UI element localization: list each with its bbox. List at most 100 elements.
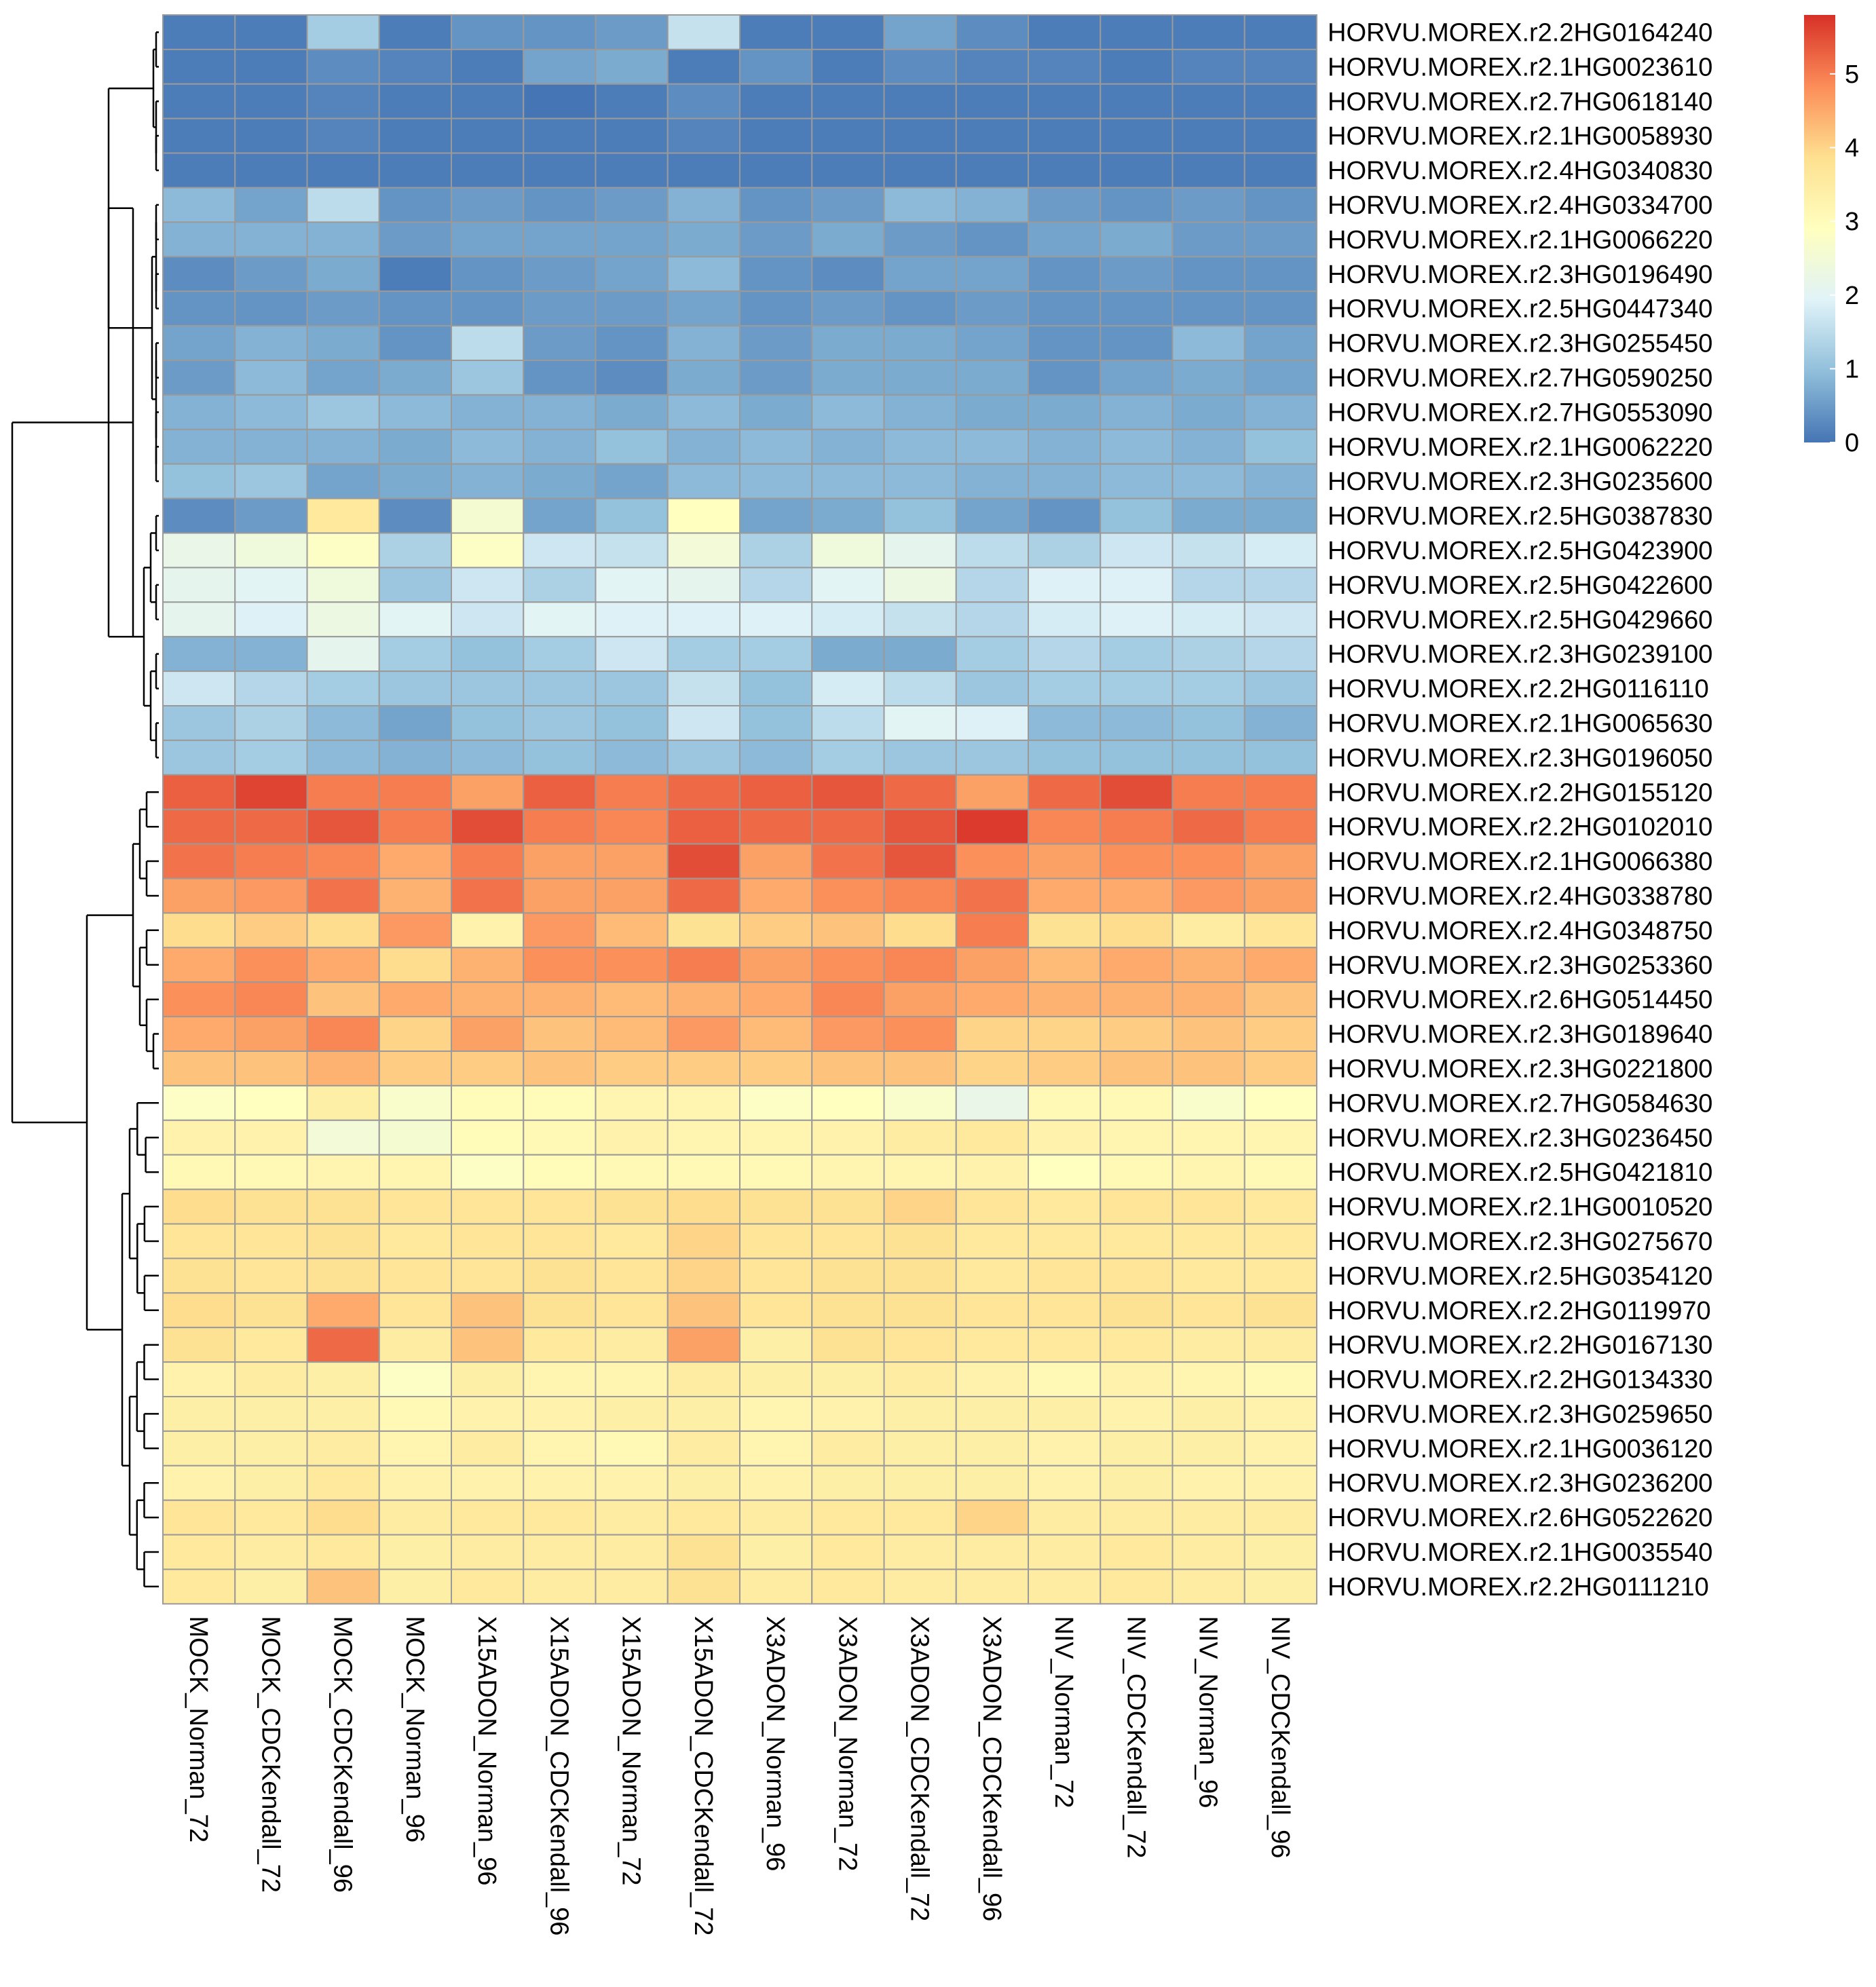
heatmap-cell [1171,912,1245,949]
heatmap-cell [739,117,813,154]
heatmap-cell [1100,947,1174,983]
heatmap-cell [595,1499,669,1536]
heatmap-cell [1100,567,1174,603]
heatmap-cell [162,567,236,603]
heatmap-cell [1028,497,1102,534]
heatmap-cell [306,117,380,154]
heatmap-cell [595,947,669,983]
heatmap-cell [378,1188,452,1225]
heatmap-cell [883,152,957,189]
heatmap-cell [1100,1464,1174,1501]
heatmap-cell [378,497,452,534]
row-label: HORVU.MOREX.r2.3HG0196050 [1328,744,1712,772]
heatmap-cell [234,705,308,741]
heatmap-cell [234,1084,308,1121]
heatmap-cell [811,290,885,327]
heatmap-cell [378,1084,452,1121]
heatmap-cell [955,497,1029,534]
column-label: X3ADON_Norman_96 [761,1616,789,1871]
heatmap-cell [739,83,813,119]
heatmap-cell [1171,601,1245,638]
heatmap-cell [378,117,452,154]
heatmap-cell [1171,1154,1245,1190]
heatmap-cell [1028,1051,1102,1086]
heatmap-cell [378,912,452,949]
heatmap-cell [883,187,957,223]
column-label: MOCK_CDCKendall_96 [329,1616,357,1893]
heatmap-cell [955,981,1029,1018]
heatmap-cell [1171,1223,1245,1260]
heatmap-cell [234,1430,308,1466]
heatmap-cell [1243,774,1317,810]
heatmap-cell [162,48,236,85]
heatmap-cell [1028,981,1102,1018]
heatmap-cell [306,1499,380,1536]
heatmap-cell [234,774,308,810]
heatmap-cell [523,290,597,327]
heatmap-cell [595,808,669,845]
heatmap-cell [739,705,813,741]
heatmap-cell [451,152,525,189]
heatmap-cell [451,394,525,430]
heatmap-cell [451,463,525,499]
heatmap-cell [883,532,957,569]
heatmap-cell [523,1292,597,1329]
heatmap-cell [1100,14,1174,50]
heatmap-cell [162,601,236,638]
heatmap-cell [883,48,957,85]
heatmap-cell [667,670,740,706]
heatmap-cell [1028,14,1102,50]
column-label: X15ADON_Norman_72 [617,1616,645,1885]
heatmap-cell [451,532,525,569]
heatmap-cell [451,1396,525,1432]
heatmap-cell [667,256,740,292]
heatmap-cell [667,1223,740,1260]
heatmap-cell [306,877,380,914]
heatmap-cell [162,221,236,258]
heatmap-cell [1028,1292,1102,1329]
heatmap-cell [1028,152,1102,189]
heatmap-cell [378,1327,452,1363]
heatmap-cell [306,1084,380,1121]
heatmap-cell [523,1051,597,1086]
heatmap-cell [1243,912,1317,949]
heatmap-cell [451,1257,525,1294]
heatmap-cell [451,774,525,810]
heatmap-cell [306,1119,380,1156]
heatmap-cell [523,83,597,119]
heatmap-cell [667,325,740,362]
heatmap-cell [162,877,236,914]
heatmap-cell [1243,567,1317,603]
heatmap-cell [811,843,885,879]
heatmap-cell [955,843,1029,879]
heatmap-cell [523,1257,597,1294]
heatmap-cell [162,1154,236,1190]
heatmap-cell [1100,497,1174,534]
heatmap-cell [811,1396,885,1432]
heatmap-cell [1171,774,1245,810]
heatmap-cell [306,567,380,603]
heatmap-cell [162,1292,236,1329]
heatmap-cell [451,290,525,327]
heatmap-cell [1243,428,1317,465]
heatmap-cell [1028,808,1102,845]
heatmap-cell [306,808,380,845]
heatmap-cell [451,117,525,154]
heatmap-cell [739,256,813,292]
heatmap-cell [811,360,885,396]
heatmap-cell [955,221,1029,258]
heatmap-cell [811,1084,885,1121]
heatmap-cell [1100,1568,1174,1605]
heatmap-cell [306,601,380,638]
heatmap-cell [1171,947,1245,983]
row-label: HORVU.MOREX.r2.4HG0338780 [1328,882,1712,911]
heatmap-cell [1171,532,1245,569]
heatmap-cell [378,1499,452,1536]
heatmap-cell [811,14,885,50]
heatmap-cell [1243,532,1317,569]
heatmap-cell [523,221,597,258]
heatmap-cell [739,601,813,638]
heatmap-cell [811,1119,885,1156]
heatmap-cell [378,325,452,362]
heatmap-cell [595,1464,669,1501]
